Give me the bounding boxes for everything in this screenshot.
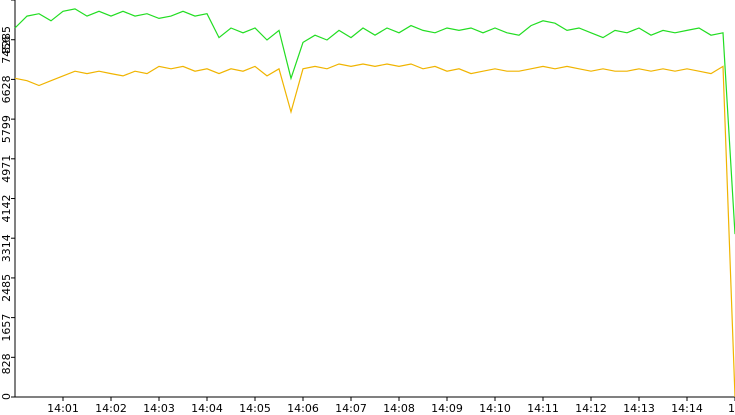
x-tick-label: 14:05 — [239, 402, 271, 415]
x-tick-label: 14:04 — [191, 402, 223, 415]
y-tick-label: 7456 — [0, 36, 13, 64]
x-tick-label: 14:12 — [575, 402, 607, 415]
y-tick-label: 6628 — [0, 75, 13, 103]
y-tick-label: 5799 — [0, 115, 13, 143]
y-tick-label: 2485 — [0, 274, 13, 302]
y-tick-label: 4971 — [0, 155, 13, 183]
y-tick-label: 0 — [0, 393, 13, 400]
y-tick-label: 4142 — [0, 195, 13, 223]
x-tick-label: 14:06 — [287, 402, 319, 415]
x-tick-label: 14:11 — [527, 402, 559, 415]
y-tick-label: 8285 — [0, 26, 13, 54]
x-tick-label: 14:01 — [47, 402, 79, 415]
x-tick-label: 14:10 — [479, 402, 511, 415]
x-tick-label: 14:13 — [623, 402, 655, 415]
y-tick-label: 1657 — [0, 314, 13, 342]
y-tick-label: 3314 — [0, 234, 13, 262]
x-tick-label: 14 — [728, 402, 735, 415]
y-tick-label: 828 — [0, 353, 13, 374]
x-tick-label: 14:08 — [383, 402, 415, 415]
x-tick-label: 14:02 — [95, 402, 127, 415]
x-tick-label: 14:09 — [431, 402, 463, 415]
x-tick-label: 14:03 — [143, 402, 175, 415]
x-tick-label: 14:14 — [671, 402, 703, 415]
series-line — [14, 63, 735, 398]
x-tick-label: 14:07 — [335, 402, 367, 415]
series-line — [14, 8, 735, 235]
